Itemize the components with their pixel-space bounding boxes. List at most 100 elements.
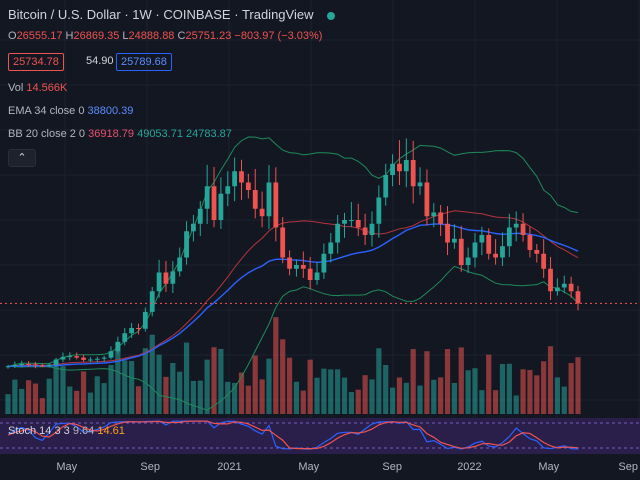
ema-legend[interactable]: EMA 34 close 0 38800.39 [8, 104, 133, 118]
candle-body [403, 160, 409, 172]
volume-bar [417, 385, 423, 414]
volume-bar [12, 379, 18, 414]
time-axis-label: 2022 [457, 461, 482, 473]
volume-bar [355, 389, 361, 414]
candle-body [431, 212, 437, 217]
volume-bar [534, 375, 540, 414]
candle-body [266, 182, 272, 217]
volume-bar [135, 386, 142, 414]
bb-basis-line [7, 210, 579, 367]
candle-body [376, 197, 382, 224]
volume-bar [472, 368, 478, 414]
candle-body [60, 356, 66, 360]
candle-body [506, 227, 512, 247]
volume-bar [458, 347, 464, 414]
candle-body [122, 333, 128, 342]
candle-body [424, 182, 430, 217]
volume-bar [383, 365, 389, 414]
volume-bar [142, 348, 148, 414]
candle-body [74, 356, 80, 358]
change-value: −803.97 (−3.03%) [234, 30, 323, 42]
volume-bar [369, 379, 375, 414]
candle-body [390, 163, 395, 175]
volume-legend[interactable]: Vol 14.566K [8, 81, 67, 95]
candle-body [39, 365, 45, 367]
time-axis-label: Sep [140, 461, 160, 473]
volume-bar [218, 348, 224, 414]
candle-body [348, 220, 354, 221]
interval[interactable]: 1W [132, 7, 152, 22]
candle-body [5, 366, 11, 368]
chart-header: Bitcoin / U.S. Dollar · 1W · COINBASE · … [8, 7, 336, 22]
volume-bar [273, 317, 279, 414]
candle-body [67, 356, 73, 358]
ema-value: 38800.39 [87, 105, 134, 117]
market-status-icon [327, 11, 336, 20]
candle-body [355, 220, 361, 228]
volume-bar [252, 355, 258, 414]
candle-body [142, 311, 148, 329]
stoch-legend[interactable]: Stoch 14 3 3 9.64 14.61 [8, 424, 125, 438]
volume-bar [183, 342, 190, 414]
volume-bar [149, 334, 155, 414]
chevron-up-icon: ⌃ [17, 152, 27, 164]
time-axis-label: Sep [618, 461, 638, 473]
stoch-label: Stoch 14 3 3 [8, 425, 70, 437]
vol-value: 14.566K [26, 82, 68, 94]
volume-bar [163, 376, 169, 414]
candle-body [362, 227, 368, 235]
collapse-legend-button[interactable]: ⌃ [8, 149, 36, 167]
volume-bar [266, 358, 272, 414]
bb-label: BB 20 close 2 0 [8, 128, 86, 140]
time-axis-label: May [298, 461, 320, 473]
volume-bar [403, 382, 409, 414]
bb-legend[interactable]: BB 20 close 2 0 36918.79 49053.71 24783.… [8, 127, 232, 141]
volume-bar [60, 366, 66, 414]
volume-bar [389, 387, 396, 414]
time-axis-label: May [538, 461, 560, 473]
high-value: 26869.35 [73, 30, 120, 42]
candle-body [314, 272, 320, 280]
volume-bar [568, 363, 574, 414]
volume-bar [67, 386, 73, 414]
volume-bar [492, 390, 499, 414]
volume-bar [314, 377, 320, 414]
volume-bar [300, 390, 306, 414]
ema-label: EMA 34 close 0 [8, 105, 85, 117]
symbol-name[interactable]: Bitcoin / U.S. Dollar [8, 7, 121, 22]
candle-body [101, 357, 107, 359]
volume-bar [259, 379, 265, 414]
source-name: TradingView [241, 7, 314, 22]
stoch-d-value: 14.61 [97, 425, 125, 437]
candle-body [218, 193, 224, 220]
volume-bar [561, 386, 567, 414]
volume-bar [156, 354, 162, 414]
spread-value: 54.90 [86, 55, 114, 67]
volume-bar [286, 357, 293, 414]
volume-bar [245, 385, 251, 414]
candle-body [493, 253, 498, 258]
stoch-k-value: 9.64 [72, 425, 95, 437]
volume-bar [108, 365, 114, 414]
buy-price-button[interactable]: 25789.68 [116, 53, 172, 71]
candle-body [81, 357, 86, 360]
candle-body [300, 265, 306, 269]
vol-label: Vol [8, 82, 24, 94]
volume-bar [465, 370, 471, 414]
candle-body [383, 175, 389, 198]
candle-body [94, 358, 100, 360]
sell-price-button[interactable]: 25734.78 [8, 53, 64, 71]
candle-body [46, 364, 52, 366]
candle-body [500, 246, 505, 258]
candle-body [204, 186, 210, 209]
volume-bar [486, 354, 492, 414]
volume-bar [341, 377, 348, 414]
volume-bar [431, 379, 437, 414]
volume-bar [280, 339, 286, 414]
volume-bar [53, 362, 59, 414]
candle-body [129, 328, 135, 334]
candle-body [294, 265, 299, 269]
candle-body [12, 365, 18, 367]
candle-body [328, 242, 334, 254]
